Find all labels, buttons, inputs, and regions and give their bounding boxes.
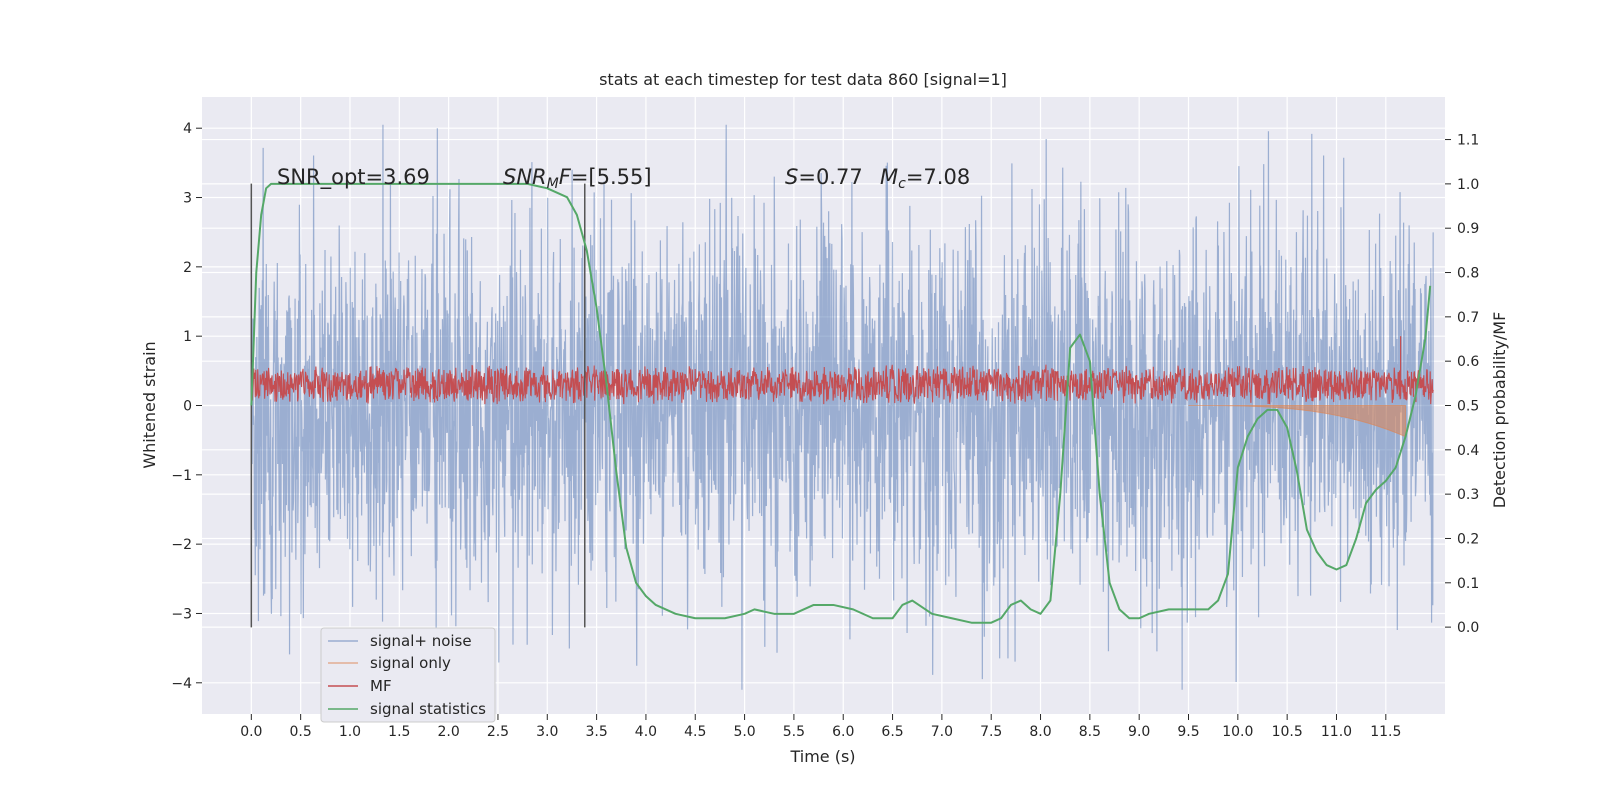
legend-label-mf: MF <box>370 677 392 695</box>
annotation-s: S=0.77 <box>785 165 863 189</box>
series-signal-statistics <box>250 182 1432 624</box>
x-tick-label: 7.5 <box>980 724 1002 740</box>
x-tick-label: 8.0 <box>1029 724 1051 740</box>
x-tick-label: 0.5 <box>290 724 312 740</box>
y2-tick-label: 0.5 <box>1457 399 1479 415</box>
y-tick-label: −3 <box>171 606 192 622</box>
x-tick-label: 11.0 <box>1321 724 1352 740</box>
y2-tick-label: 1.1 <box>1457 133 1479 149</box>
signal-statistics-line <box>250 182 1432 624</box>
x-axis-label: Time (s) <box>789 747 855 766</box>
x-tick-labels: 0.0 0.5 1.0 1.5 2.0 2.5 3.0 3.5 4.0 4.5 5.0 5.5 6.0 6… <box>240 714 1401 740</box>
y2-tick-label: 0.6 <box>1457 354 1479 370</box>
signal-only-line <box>1188 405 1407 438</box>
series-mf <box>250 336 1434 405</box>
chart-title: stats at each timestep for test data 860… <box>599 70 1007 89</box>
y2-tick-label: 0.7 <box>1457 310 1479 326</box>
y2-tick-label: 0.2 <box>1457 531 1479 547</box>
y-tick-labels: 4 3 2 1 0 −1 −2 −3 −4 <box>171 121 202 692</box>
y2-tick-label: 0.9 <box>1457 221 1479 237</box>
series-signal-only <box>1188 405 1407 438</box>
x-tick-label: 4.0 <box>635 724 657 740</box>
legend-label-signal-only: signal only <box>370 654 451 672</box>
x-tick-label: 10.5 <box>1272 724 1303 740</box>
x-tick-label: 0.0 <box>240 724 262 740</box>
x-tick-label: 5.5 <box>783 724 805 740</box>
marker-lines <box>250 183 586 628</box>
x-tick-label: 6.5 <box>881 724 903 740</box>
x-tick-label: 6.0 <box>832 724 854 740</box>
x-tick-label: 2.0 <box>437 724 459 740</box>
annotation-snr-opt: SNR_opt=3.69 <box>277 165 430 190</box>
legend: signal+ noise signal only MF signal stat… <box>320 627 496 723</box>
x-tick-label: 2.5 <box>487 724 509 740</box>
y-axis-label: Whitened strain <box>140 341 159 468</box>
annotation-snr-mf: SNRMF=[5.55] <box>503 165 652 192</box>
legend-label-signal-statistics: signal statistics <box>370 700 486 718</box>
y-tick-label: 0 <box>183 399 192 415</box>
y-tick-label: 1 <box>183 329 192 345</box>
y-tick-label: 2 <box>183 260 192 276</box>
legend-label-signal-noise: signal+ noise <box>370 632 472 650</box>
y2-tick-label: 0.3 <box>1457 487 1479 503</box>
x-tick-label: 5.0 <box>733 724 755 740</box>
x-tick-label: 4.5 <box>684 724 706 740</box>
y2-tick-label: 1.0 <box>1457 177 1479 193</box>
annotation-mc: Mc=7.08 <box>880 165 970 192</box>
y2-axis-label: Detection probability/MF <box>1490 312 1509 509</box>
x-tick-label: 10.0 <box>1222 724 1253 740</box>
y-tick-label: −1 <box>171 468 192 484</box>
y2-tick-label: 0.1 <box>1457 576 1479 592</box>
x-tick-label: 9.5 <box>1177 724 1199 740</box>
x-tick-label: 11.5 <box>1370 724 1401 740</box>
y2-tick-label: 0.0 <box>1457 620 1479 636</box>
y2-tick-label: 0.4 <box>1457 443 1479 459</box>
x-tick-label: 3.0 <box>536 724 558 740</box>
x-tick-label: 7.0 <box>931 724 953 740</box>
mf-line <box>250 364 1434 405</box>
y2-tick-label: 0.8 <box>1457 266 1479 282</box>
x-tick-label: 1.5 <box>388 724 410 740</box>
x-tick-label: 9.0 <box>1128 724 1150 740</box>
y-tick-label: 4 <box>183 121 192 137</box>
y-tick-label: −2 <box>171 537 192 553</box>
y2-tick-labels: 1.1 1.0 0.9 0.8 0.7 0.6 0.5 0.4 0.3 0.2 0.1 0.0 <box>1445 133 1479 636</box>
y-tick-label: −4 <box>171 676 192 692</box>
x-tick-label: 1.0 <box>339 724 361 740</box>
x-tick-label: 8.5 <box>1079 724 1101 740</box>
x-tick-label: 3.5 <box>585 724 607 740</box>
y-tick-label: 3 <box>183 191 192 207</box>
